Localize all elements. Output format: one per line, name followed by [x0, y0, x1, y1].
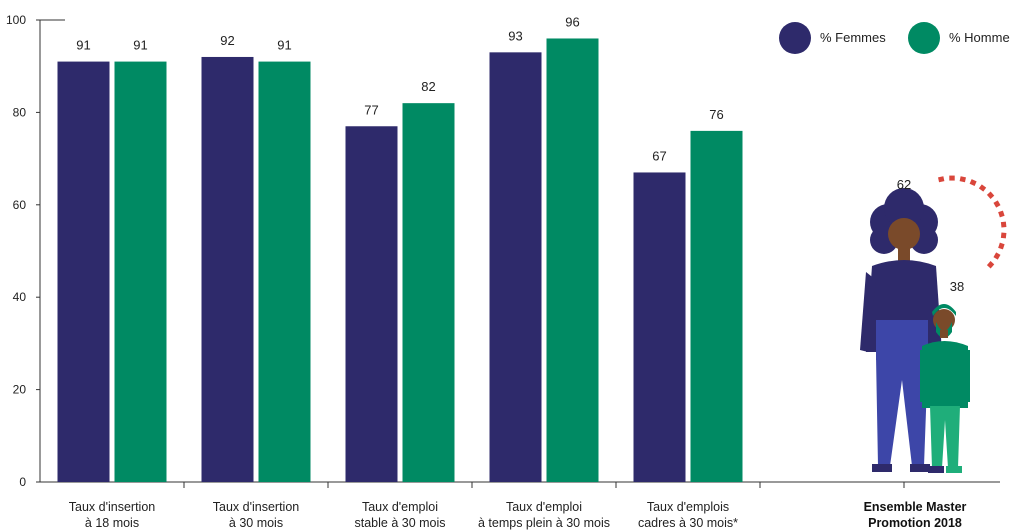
legend-swatch-femmes [779, 22, 811, 54]
data-label: 77 [364, 102, 378, 117]
summary-men-value: 38 [950, 279, 964, 294]
legend: % Femmes % Hommes [779, 22, 1010, 54]
ratio-arc [938, 175, 1007, 269]
data-label: 96 [565, 14, 579, 29]
y-tick-label: 60 [13, 198, 27, 212]
legend-swatch-hommes [908, 22, 940, 54]
arc-dash [969, 179, 977, 186]
data-label: 91 [76, 38, 90, 53]
data-label: 92 [220, 33, 234, 48]
x-category-label: à 30 mois [229, 516, 283, 530]
data-label: 91 [277, 38, 291, 53]
legend-label-femmes: % Femmes [820, 30, 886, 45]
bar-hommes [258, 61, 311, 483]
arc-dash [978, 184, 987, 192]
arc-dash [998, 242, 1005, 250]
summary-title-line-2: Promotion 2018 [868, 516, 962, 530]
chart-axes: 0 20 40 60 80 100 [6, 13, 1000, 489]
chart-bars [57, 38, 743, 483]
data-label: 91 [133, 38, 147, 53]
x-category-label: à temps plein à 30 mois [478, 516, 610, 530]
data-label: 93 [508, 28, 522, 43]
man-figure-icon [920, 304, 970, 473]
chart-labels: 91 91 Taux d'insertion à 18 mois 92 91 Taux d'… [69, 14, 738, 530]
bar-femmes [201, 56, 254, 483]
y-tick-label: 80 [13, 105, 27, 119]
summary-title-line-1: Ensemble Master [864, 500, 967, 514]
arc-dash [1000, 221, 1007, 228]
x-category-label: Taux d'emploi [362, 500, 438, 514]
y-tick-label: 0 [19, 475, 26, 489]
x-category-label: Taux d'emplois [647, 500, 729, 514]
y-tick-label: 100 [6, 13, 26, 27]
arc-dash [1000, 232, 1007, 239]
bar-femmes [633, 172, 686, 482]
woman-figure-icon [860, 188, 942, 472]
summary-women-value: 62 [897, 177, 911, 192]
y-tick-label: 20 [13, 383, 27, 397]
arc-dash [986, 191, 995, 199]
bar-femmes [345, 126, 398, 482]
legend-label-hommes: % Hommes [949, 30, 1010, 45]
x-category-label: Taux d'insertion [69, 500, 156, 514]
data-label: 82 [421, 79, 435, 94]
data-label: 67 [652, 148, 666, 163]
arc-dash [986, 261, 995, 269]
x-category-label: Taux d'emploi [506, 500, 582, 514]
bar-hommes [690, 130, 743, 482]
bar-hommes [402, 103, 455, 482]
data-label: 76 [709, 107, 723, 122]
y-tick-label: 40 [13, 290, 27, 304]
arc-dash [998, 210, 1005, 218]
bar-hommes [546, 38, 599, 482]
summary-illustration: 62 38 Ensemble Master Promotion 2018 [860, 175, 1007, 530]
x-category-label: cadres à 30 mois* [638, 516, 738, 530]
arc-dash [938, 176, 945, 183]
arc-dash [959, 176, 966, 183]
x-category-label: à 18 mois [85, 516, 139, 530]
arc-dash [993, 200, 1001, 208]
x-category-label: Taux d'insertion [213, 500, 300, 514]
x-category-label: stable à 30 mois [354, 516, 445, 530]
bar-femmes [57, 61, 110, 483]
bar-hommes [114, 61, 167, 483]
bar-femmes [489, 52, 542, 483]
arc-dash [993, 252, 1001, 260]
